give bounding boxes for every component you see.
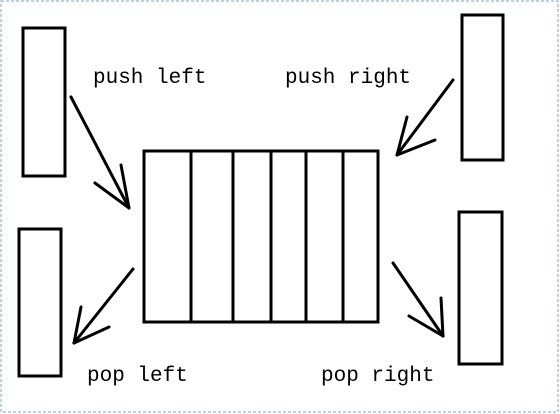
pop-right-arrow bbox=[391, 261, 445, 338]
deque-container bbox=[142, 149, 380, 324]
pop-right-label: pop right bbox=[321, 365, 434, 388]
push-right-arrow bbox=[395, 78, 455, 157]
pop-right-element bbox=[457, 210, 504, 366]
pop-left-label: pop left bbox=[87, 365, 188, 388]
pop-left-element bbox=[17, 227, 63, 378]
push-left-arrow bbox=[69, 95, 131, 210]
push-right-label: push right bbox=[285, 67, 411, 90]
push-right-element bbox=[460, 13, 505, 162]
push-left-element bbox=[21, 26, 67, 178]
push-left-label: push left bbox=[93, 67, 206, 90]
pop-left-arrow bbox=[72, 267, 135, 345]
